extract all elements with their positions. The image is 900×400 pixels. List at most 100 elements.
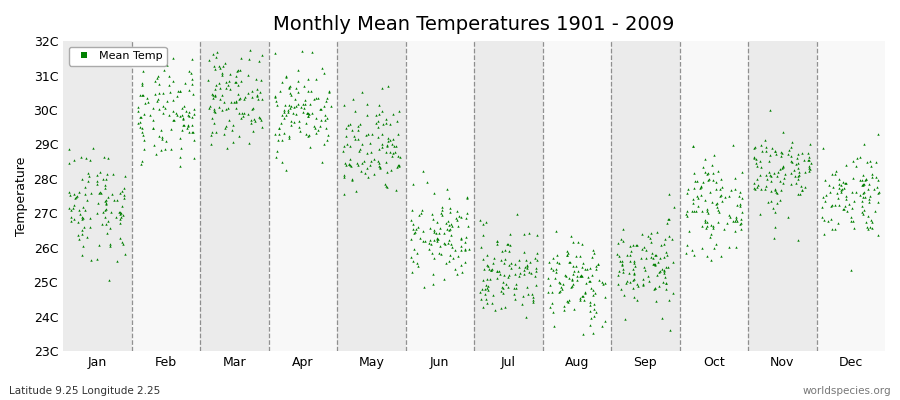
Point: [385, 150, 400, 156]
Point: [110, 196, 124, 203]
Point: [348, 136, 363, 142]
Point: [490, 268, 504, 274]
Point: [518, 231, 532, 238]
Point: [319, 117, 333, 123]
Point: [156, 109, 170, 116]
Point: [286, 110, 301, 116]
Point: [84, 257, 98, 264]
Point: [404, 254, 419, 260]
Point: [750, 163, 764, 169]
Point: [271, 136, 285, 143]
Point: [626, 266, 641, 272]
Point: [356, 158, 371, 164]
Point: [419, 179, 434, 185]
Point: [301, 76, 315, 82]
Point: [476, 304, 491, 310]
Point: [687, 252, 701, 258]
Point: [283, 89, 297, 96]
Point: [302, 133, 316, 140]
Point: [422, 225, 436, 232]
Point: [611, 280, 625, 287]
Point: [231, 67, 246, 73]
Point: [208, 86, 222, 92]
Point: [623, 252, 637, 259]
Point: [662, 297, 677, 303]
Point: [176, 116, 191, 122]
Point: [182, 113, 196, 120]
Point: [794, 183, 808, 189]
Point: [703, 234, 717, 240]
Point: [565, 281, 580, 287]
Point: [695, 207, 709, 214]
Point: [782, 147, 796, 154]
Point: [234, 55, 248, 62]
Point: [752, 172, 767, 178]
Point: [706, 199, 720, 205]
Point: [694, 184, 708, 190]
Point: [753, 164, 768, 170]
Point: [441, 217, 455, 224]
Point: [432, 230, 446, 236]
Point: [758, 137, 772, 143]
Point: [552, 260, 566, 267]
Point: [69, 193, 84, 199]
Point: [295, 100, 310, 107]
Point: [314, 116, 328, 123]
Point: [724, 187, 738, 193]
Point: [562, 297, 576, 304]
Point: [518, 266, 532, 273]
Point: [477, 266, 491, 272]
Point: [314, 106, 328, 112]
Point: [644, 230, 658, 236]
Point: [855, 198, 869, 204]
Point: [223, 99, 238, 106]
Point: [855, 182, 869, 188]
Point: [454, 213, 468, 220]
Point: [642, 278, 656, 284]
Point: [775, 164, 789, 171]
Point: [787, 167, 801, 173]
Point: [655, 279, 670, 285]
Point: [457, 246, 472, 252]
Point: [90, 181, 104, 187]
Point: [681, 186, 696, 192]
Point: [407, 230, 421, 236]
Point: [645, 250, 660, 257]
Point: [824, 203, 839, 209]
Point: [553, 288, 567, 294]
Point: [698, 156, 712, 162]
Point: [747, 186, 761, 192]
Point: [512, 256, 526, 263]
Point: [786, 159, 800, 166]
Point: [219, 79, 233, 86]
Point: [652, 255, 667, 262]
Point: [754, 148, 769, 154]
Point: [244, 117, 258, 124]
Point: [380, 169, 394, 175]
Point: [274, 159, 289, 165]
Point: [868, 207, 882, 214]
Point: [616, 268, 630, 275]
Point: [616, 266, 630, 272]
Point: [358, 170, 373, 176]
Point: [566, 271, 580, 278]
Point: [212, 96, 227, 102]
Point: [734, 201, 748, 207]
Point: [644, 239, 658, 245]
Point: [416, 238, 430, 244]
Point: [106, 171, 121, 178]
Point: [709, 186, 724, 193]
Point: [282, 85, 296, 92]
Point: [181, 122, 195, 128]
Point: [69, 194, 84, 200]
Point: [311, 95, 326, 101]
Point: [229, 79, 243, 86]
Point: [381, 138, 395, 145]
Point: [659, 280, 673, 286]
Bar: [131, 41, 200, 351]
Point: [508, 285, 522, 291]
Point: [430, 236, 445, 243]
Point: [796, 157, 811, 164]
Point: [795, 187, 809, 194]
Point: [492, 268, 507, 274]
